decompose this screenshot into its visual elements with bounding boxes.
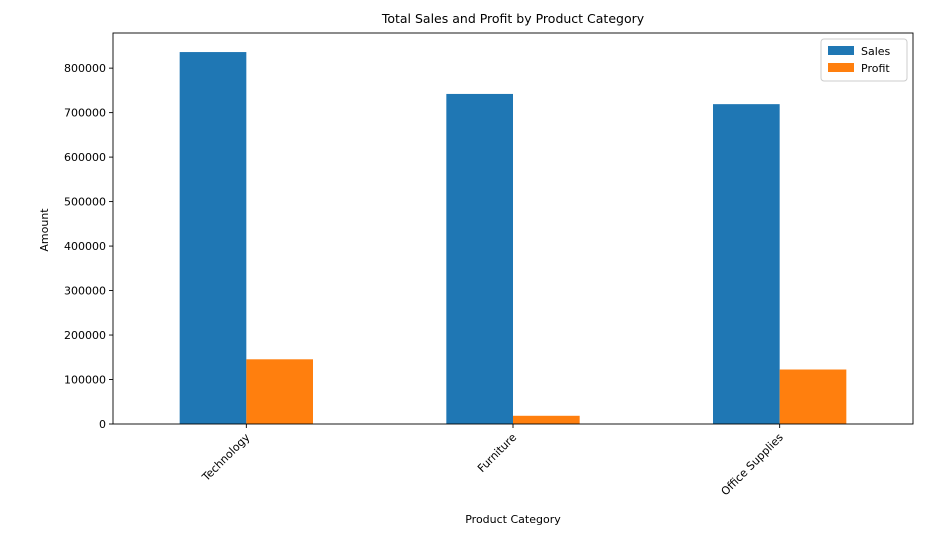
legend-label-sales: Sales — [861, 45, 891, 58]
bar-sales-technology — [179, 52, 247, 425]
bar-profit-office-supplies — [779, 369, 847, 424]
y-tick-label: 600000 — [64, 151, 106, 164]
bar-profit-technology — [246, 359, 313, 424]
legend: Sales Profit — [820, 38, 908, 82]
bar-sales-furniture — [446, 93, 513, 424]
bar-sales-office-supplies — [713, 104, 780, 424]
x-axis-label: Product Category — [465, 513, 561, 526]
y-tick-label: 500000 — [64, 196, 106, 209]
y-tick-label: 300000 — [64, 285, 106, 298]
y-tick-label: 200000 — [64, 329, 106, 342]
x-tick-label: Office Supplies — [719, 431, 786, 498]
bar-profit-furniture — [513, 415, 580, 424]
x-tick-label: Furniture — [475, 431, 519, 475]
y-tick-label: 700000 — [64, 107, 106, 120]
y-tick-label: 0 — [99, 418, 106, 431]
y-axis-label: Amount — [38, 208, 51, 252]
y-tick-label: 400000 — [64, 240, 106, 253]
chart-title: Total Sales and Profit by Product Catego… — [381, 11, 645, 26]
legend-swatch-profit — [828, 63, 854, 72]
plot-area: 0 100000 200000 300000 400000 500000 600000 700… — [64, 32, 914, 498]
legend-swatch-sales — [828, 46, 854, 55]
y-tick-label: 100000 — [64, 374, 106, 387]
y-tick-label: 800000 — [64, 62, 106, 75]
x-tick-label: Technology — [199, 431, 253, 485]
legend-label-profit: Profit — [861, 62, 890, 75]
